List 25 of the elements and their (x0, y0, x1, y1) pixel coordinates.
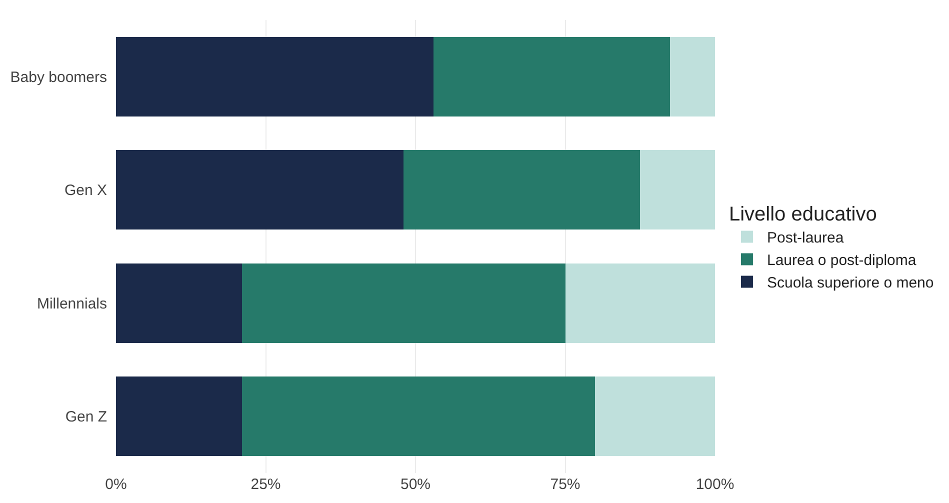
y-tick-label: Baby boomers (10, 68, 107, 86)
bar (116, 150, 404, 230)
bar (565, 263, 715, 343)
x-tick-label: 25% (250, 476, 281, 493)
bar (433, 36, 670, 116)
y-tick-label: Millennials (36, 295, 107, 312)
bar (242, 263, 566, 343)
x-tick-label: 100% (696, 476, 734, 493)
legend-label: Scuola superiore o meno (766, 274, 934, 292)
bar (595, 376, 715, 456)
bar (404, 150, 640, 230)
x-tick-label: 0% (105, 476, 127, 493)
y-tick-label: Gen Z (65, 408, 107, 426)
x-tick-label: 50% (400, 476, 431, 493)
legend-label: Post-laurea (766, 230, 844, 247)
bar (640, 150, 715, 230)
bar (116, 263, 242, 343)
bar (116, 376, 242, 456)
bar (116, 36, 434, 116)
y-tick-label: Gen X (64, 182, 107, 200)
bar (242, 376, 596, 456)
bar (670, 36, 715, 116)
legend-title: Livello educativo (728, 204, 877, 226)
x-tick-label: 75% (550, 476, 580, 493)
legend-label: Laurea o post-diploma (766, 252, 917, 270)
